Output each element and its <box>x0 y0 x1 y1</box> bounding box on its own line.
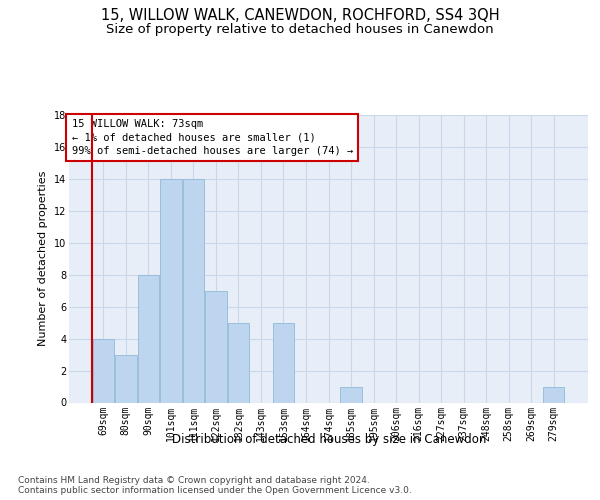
Text: Contains HM Land Registry data © Crown copyright and database right 2024.
Contai: Contains HM Land Registry data © Crown c… <box>18 476 412 495</box>
Text: Distribution of detached houses by size in Canewdon: Distribution of detached houses by size … <box>172 432 486 446</box>
Y-axis label: Number of detached properties: Number of detached properties <box>38 171 48 346</box>
Bar <box>115 354 137 403</box>
Bar <box>543 386 565 402</box>
Bar <box>182 179 204 402</box>
Bar <box>205 290 227 403</box>
Bar <box>160 179 182 402</box>
Bar <box>340 386 362 402</box>
Text: 15, WILLOW WALK, CANEWDON, ROCHFORD, SS4 3QH: 15, WILLOW WALK, CANEWDON, ROCHFORD, SS4… <box>101 8 499 22</box>
Bar <box>228 322 249 402</box>
Text: 15 WILLOW WALK: 73sqm
← 1% of detached houses are smaller (1)
99% of semi-detach: 15 WILLOW WALK: 73sqm ← 1% of detached h… <box>71 120 353 156</box>
Bar <box>273 322 294 402</box>
Text: Size of property relative to detached houses in Canewdon: Size of property relative to detached ho… <box>106 22 494 36</box>
Bar <box>137 274 159 402</box>
Bar <box>92 338 114 402</box>
